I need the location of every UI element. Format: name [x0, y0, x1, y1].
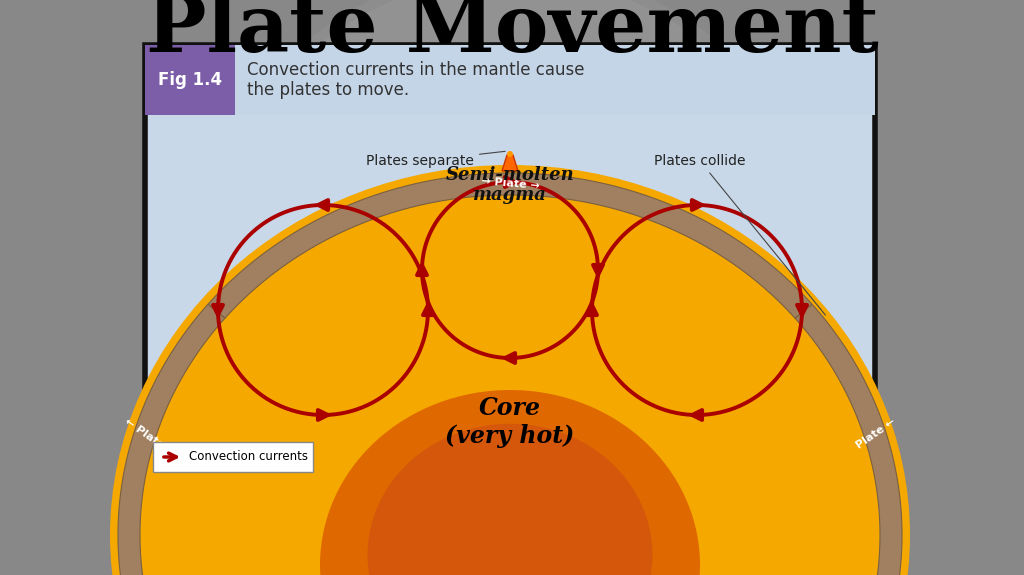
Text: Plates separate: Plates separate	[366, 151, 505, 168]
Polygon shape	[208, 173, 812, 319]
Polygon shape	[118, 304, 225, 575]
Text: Plate ←: Plate ←	[854, 416, 897, 450]
Text: Fig 1.4: Fig 1.4	[158, 71, 222, 89]
Text: Core
(very hot): Core (very hot)	[445, 396, 574, 448]
Ellipse shape	[368, 424, 652, 575]
Circle shape	[202, 0, 822, 575]
Circle shape	[193, 0, 831, 575]
Ellipse shape	[110, 165, 910, 575]
Text: Plate Movement: Plate Movement	[145, 0, 879, 69]
Bar	[153, 442, 313, 472]
Bar	[145, 45, 874, 115]
Polygon shape	[795, 304, 902, 575]
Polygon shape	[502, 155, 518, 171]
Text: Plates collide: Plates collide	[654, 154, 825, 315]
Text: Semi-molten
magma: Semi-molten magma	[445, 166, 574, 204]
Circle shape	[507, 151, 513, 157]
Bar	[145, 45, 874, 480]
Ellipse shape	[319, 390, 700, 575]
Text: → Plate →: → Plate →	[480, 177, 540, 191]
Text: ← Plate: ← Plate	[123, 416, 166, 450]
Text: Convection currents in the mantle cause
the plates to move.: Convection currents in the mantle cause …	[247, 60, 585, 99]
Text: Convection currents: Convection currents	[189, 450, 308, 463]
Bar	[145, 45, 234, 115]
